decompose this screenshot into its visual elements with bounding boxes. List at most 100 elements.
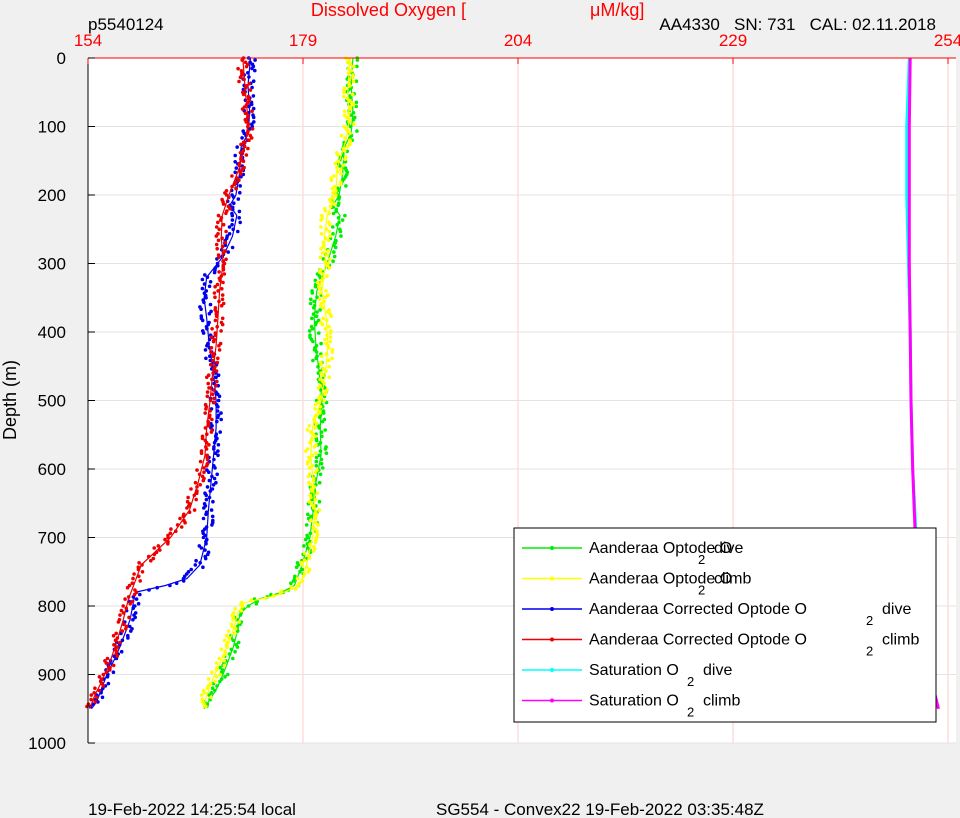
data-point <box>302 558 307 563</box>
sensor-info-label: AA4330 SN: 731 CAL: 02.11.2018 <box>659 15 936 34</box>
data-point <box>306 570 311 574</box>
legend-label-suffix: climb <box>882 632 919 649</box>
data-point <box>231 195 236 199</box>
data-point <box>247 75 251 79</box>
data-point <box>315 295 319 300</box>
data-point <box>220 297 225 302</box>
legend-label-suffix: dive <box>714 540 743 557</box>
data-point <box>316 400 320 405</box>
data-point <box>220 236 224 240</box>
legend-label: Aanderaa Corrected Optode O <box>589 632 807 649</box>
data-point <box>169 527 173 531</box>
data-point <box>346 129 350 133</box>
data-point <box>227 232 232 236</box>
data-point <box>140 563 144 567</box>
data-point <box>319 461 324 466</box>
data-point <box>203 426 208 430</box>
data-point <box>317 480 322 485</box>
data-point <box>213 688 217 693</box>
data-point <box>216 220 220 225</box>
data-point <box>106 681 111 686</box>
data-point <box>239 172 243 176</box>
data-point <box>224 193 229 197</box>
data-point <box>313 402 318 407</box>
data-point <box>211 392 215 397</box>
data-point <box>147 588 151 592</box>
data-point <box>309 483 313 487</box>
data-point <box>314 350 319 354</box>
data-point <box>220 287 224 291</box>
data-point <box>205 485 210 489</box>
data-point <box>351 103 356 107</box>
data-point <box>345 144 350 149</box>
data-point <box>236 640 241 645</box>
data-point <box>322 398 327 403</box>
data-point <box>342 113 347 118</box>
data-point <box>335 165 339 170</box>
data-point <box>201 516 206 521</box>
data-point <box>128 601 132 606</box>
data-point <box>227 652 232 656</box>
legend-label-subscript: 2 <box>687 705 694 720</box>
data-point <box>310 489 314 493</box>
data-point <box>253 68 257 73</box>
data-point <box>205 457 210 462</box>
data-point <box>235 145 239 149</box>
data-point <box>223 240 228 245</box>
data-point <box>348 142 352 147</box>
data-point <box>207 478 212 483</box>
data-point <box>121 611 126 615</box>
data-point <box>211 371 215 375</box>
data-point <box>216 213 221 218</box>
data-point <box>216 289 220 293</box>
data-point <box>217 348 222 352</box>
data-point <box>210 523 214 527</box>
data-point <box>250 66 254 71</box>
data-point <box>314 520 318 525</box>
data-point <box>332 254 337 259</box>
data-point <box>221 280 225 285</box>
data-point <box>245 131 250 136</box>
data-point <box>204 464 209 468</box>
legend-label-subscript: 2 <box>866 613 873 628</box>
data-point <box>217 255 221 259</box>
data-point <box>321 244 326 249</box>
data-point <box>202 506 206 510</box>
data-point <box>239 142 243 147</box>
data-point <box>214 375 218 380</box>
data-point <box>233 649 237 654</box>
data-point <box>253 58 257 62</box>
data-point <box>178 516 182 521</box>
data-point <box>210 474 214 479</box>
data-point <box>238 184 242 188</box>
data-point <box>207 386 211 390</box>
data-point <box>130 581 135 585</box>
data-point <box>314 356 318 361</box>
data-point <box>317 415 322 420</box>
data-point <box>214 234 219 238</box>
data-point <box>342 90 346 95</box>
data-point <box>222 272 227 276</box>
series-line <box>202 57 351 709</box>
data-point <box>317 331 321 335</box>
legend-swatch-marker <box>550 576 554 581</box>
data-point <box>314 455 319 460</box>
data-point <box>325 310 330 314</box>
data-point <box>207 470 211 475</box>
data-point <box>209 430 214 434</box>
data-point <box>146 554 151 559</box>
data-point <box>166 542 170 546</box>
data-point <box>263 596 268 600</box>
data-point <box>346 71 351 75</box>
data-point <box>346 66 351 71</box>
data-point <box>307 556 312 560</box>
data-point <box>201 565 205 569</box>
data-point <box>220 322 225 327</box>
data-point <box>240 107 245 111</box>
data-point <box>251 79 256 83</box>
data-point <box>218 679 222 684</box>
data-point <box>341 163 346 168</box>
data-point <box>201 331 206 335</box>
data-point <box>210 686 215 690</box>
